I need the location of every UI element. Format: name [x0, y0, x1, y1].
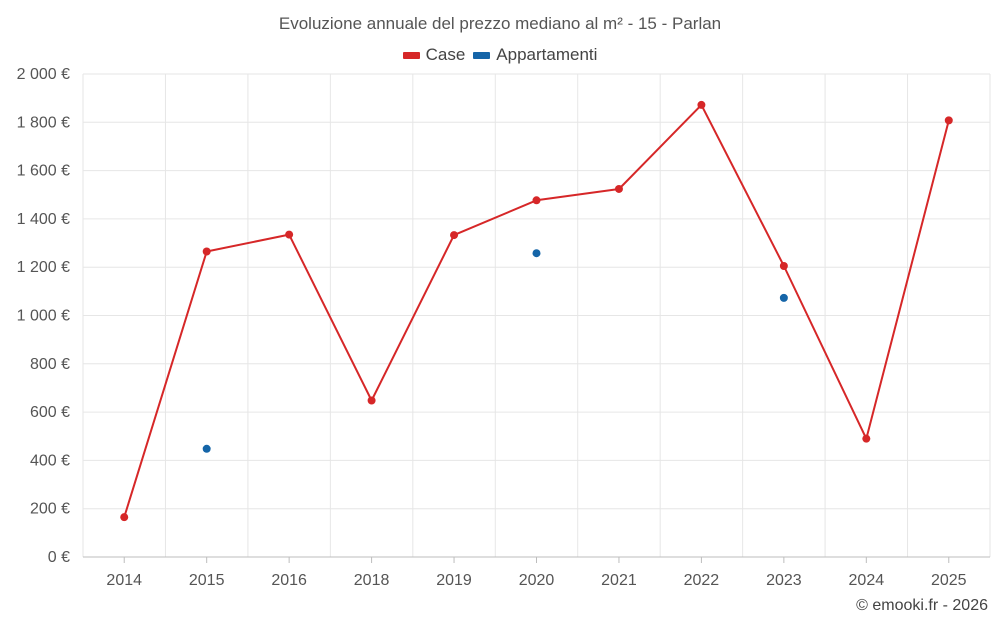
x-tick-label-5: 2020 — [519, 572, 555, 589]
y-tick-label-0: 0 € — [48, 549, 70, 566]
x-tick-label-2: 2016 — [271, 572, 307, 589]
y-tick-label-3: 600 € — [30, 404, 70, 421]
chart-title: Evoluzione annuale del prezzo mediano al… — [278, 14, 722, 33]
x-tick-label-10: 2025 — [931, 572, 967, 589]
x-tick-label-4: 2019 — [436, 572, 472, 589]
y-tick-label-9: 1 800 € — [17, 114, 70, 131]
data-point-s0-2020 — [532, 196, 541, 205]
data-point-s0-2022 — [697, 100, 706, 109]
x-tick-label-6: 2021 — [601, 572, 637, 589]
data-point-s0-2018 — [367, 396, 376, 405]
data-point-s1-2023 — [779, 293, 788, 302]
credit-text: © emooki.fr - 2026 — [856, 597, 988, 614]
legend-swatch-appartamenti — [473, 51, 491, 59]
legend-label-appartamenti: Appartamenti — [496, 45, 598, 64]
data-point-s0-2015 — [202, 247, 211, 256]
y-tick-label-7: 1 400 € — [17, 211, 70, 228]
legend: Case Appartamenti — [0, 45, 1000, 65]
y-tick-label-1: 200 € — [30, 501, 70, 518]
data-point-s0-2021 — [614, 184, 623, 193]
x-tick-label-8: 2023 — [766, 572, 802, 589]
y-tick-label-5: 1 000 € — [17, 308, 70, 325]
y-tick-label-6: 1 200 € — [17, 259, 70, 276]
data-point-s1-2020 — [532, 249, 541, 258]
legend-swatch-case — [402, 51, 420, 59]
data-point-s0-2024 — [862, 434, 871, 443]
y-tick-label-2: 400 € — [30, 452, 70, 469]
data-point-s1-2015 — [202, 444, 211, 453]
data-point-s0-2016 — [285, 230, 294, 239]
data-point-s0-2023 — [779, 261, 788, 270]
y-tick-label-4: 800 € — [30, 356, 70, 373]
legend-item-appartamenti[interactable]: Appartamenti — [473, 45, 597, 65]
legend-item-case[interactable]: Case — [402, 45, 466, 65]
x-tick-label-3: 2018 — [354, 572, 390, 589]
x-tick-label-9: 2024 — [849, 572, 885, 589]
y-tick-label-10: 2 000 € — [17, 66, 70, 83]
data-point-s0-2019 — [450, 231, 459, 240]
x-tick-label-7: 2022 — [684, 572, 720, 589]
x-tick-label-0: 2014 — [106, 572, 142, 589]
data-point-s0-2025 — [944, 116, 953, 125]
x-tick-label-1: 2015 — [189, 572, 225, 589]
data-point-s0-2014 — [120, 513, 129, 522]
legend-label-case: Case — [425, 45, 466, 64]
y-tick-label-8: 1 600 € — [17, 163, 70, 180]
